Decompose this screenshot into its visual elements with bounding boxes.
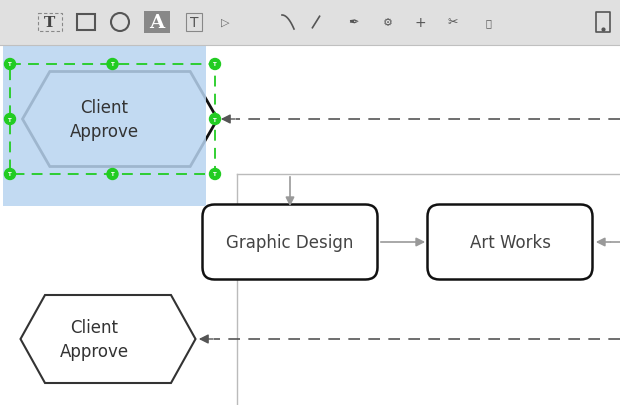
Polygon shape [22,72,218,167]
Circle shape [210,114,221,125]
Bar [0,0,620,46]
Text: T: T [8,117,12,122]
Circle shape [4,114,16,125]
Text: T: T [213,62,217,67]
Text: T: T [213,172,217,177]
Text: T: T [190,16,198,30]
Bar [0,46,620,405]
Text: ⛓: ⛓ [485,18,491,28]
Circle shape [107,60,118,70]
Bar [10,65,215,175]
Text: ▷: ▷ [221,18,229,28]
FancyBboxPatch shape [428,205,593,280]
Text: Client
Approve: Client Approve [70,99,139,141]
Bar [38,14,62,32]
Circle shape [210,169,221,180]
Polygon shape [20,295,195,383]
Text: T: T [110,172,114,177]
Text: ✒: ✒ [348,17,358,30]
Text: T: T [45,16,56,30]
Circle shape [107,169,118,180]
Bar [144,12,170,34]
Text: A: A [149,14,164,32]
Bar [186,14,202,32]
Text: ⚙: ⚙ [383,18,393,28]
Text: T: T [213,117,217,122]
Text: Graphic Design: Graphic Design [226,233,353,252]
Circle shape [210,60,221,70]
Text: T: T [8,172,12,177]
Bar [596,13,610,33]
Text: +: + [414,16,426,30]
Bar [77,15,95,31]
FancyBboxPatch shape [203,205,378,280]
Text: ✂: ✂ [448,17,458,30]
Text: T: T [110,62,114,67]
Circle shape [4,169,16,180]
Text: Client
Approve: Client Approve [60,318,128,360]
Circle shape [4,60,16,70]
Text: Art Works: Art Works [469,233,551,252]
Text: T: T [8,62,12,67]
